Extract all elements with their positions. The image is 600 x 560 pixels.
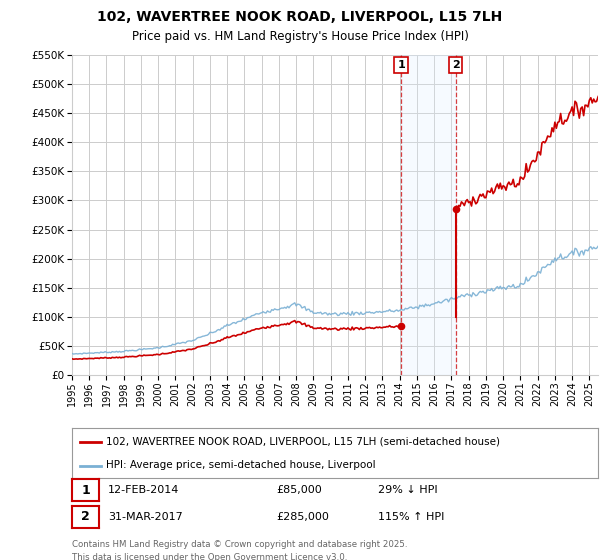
- Text: 1: 1: [81, 483, 90, 497]
- Bar: [401, 55, 456, 375]
- Text: 31-MAR-2017: 31-MAR-2017: [108, 512, 183, 522]
- Text: 102, WAVERTREE NOOK ROAD, LIVERPOOL, L15 7LH (semi-detached house): 102, WAVERTREE NOOK ROAD, LIVERPOOL, L15…: [106, 437, 500, 447]
- Text: 102, WAVERTREE NOOK ROAD, LIVERPOOL, L15 7LH: 102, WAVERTREE NOOK ROAD, LIVERPOOL, L15…: [97, 10, 503, 24]
- Text: 29% ↓ HPI: 29% ↓ HPI: [378, 485, 437, 495]
- Text: 2: 2: [452, 60, 460, 70]
- Text: 115% ↑ HPI: 115% ↑ HPI: [378, 512, 445, 522]
- Text: 1: 1: [397, 60, 405, 70]
- Text: 2: 2: [81, 511, 90, 524]
- Text: 12-FEB-2014: 12-FEB-2014: [108, 485, 179, 495]
- Text: Contains HM Land Registry data © Crown copyright and database right 2025.
This d: Contains HM Land Registry data © Crown c…: [72, 540, 407, 560]
- Text: Price paid vs. HM Land Registry's House Price Index (HPI): Price paid vs. HM Land Registry's House …: [131, 30, 469, 43]
- Text: £285,000: £285,000: [276, 512, 329, 522]
- Text: £85,000: £85,000: [276, 485, 322, 495]
- Text: HPI: Average price, semi-detached house, Liverpool: HPI: Average price, semi-detached house,…: [106, 460, 376, 470]
